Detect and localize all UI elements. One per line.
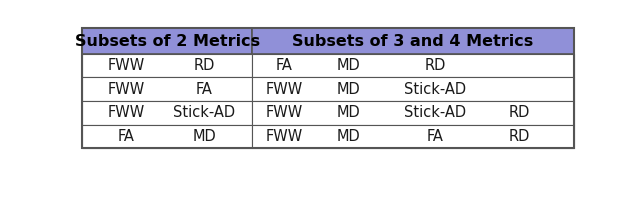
Text: MD: MD [337,105,360,120]
Bar [83,28,573,148]
Text: MD: MD [337,129,360,144]
Text: MD: MD [193,129,216,144]
Bar [83,28,252,54]
Text: FWW: FWW [108,105,145,120]
Text: MD: MD [337,82,360,97]
Text: RD: RD [508,129,529,144]
Bar [83,77,252,101]
Text: MD: MD [337,58,360,73]
Bar [252,101,573,125]
Text: RD: RD [508,105,529,120]
Text: FA: FA [118,129,135,144]
Text: RD: RD [194,58,215,73]
Text: FWW: FWW [266,82,303,97]
Text: Stick-AD: Stick-AD [173,105,236,120]
Bar [252,54,573,77]
Text: Stick-AD: Stick-AD [404,105,467,120]
Text: Subsets of 3 and 4 Metrics: Subsets of 3 and 4 Metrics [292,33,533,49]
Text: FWW: FWW [108,82,145,97]
Bar [252,125,573,148]
Text: FA: FA [427,129,444,144]
Bar [83,101,252,125]
Bar [83,125,252,148]
Text: FWW: FWW [108,58,145,73]
Text: RD: RD [424,58,446,73]
Bar [252,28,573,54]
Text: FWW: FWW [266,105,303,120]
Bar [252,77,573,101]
Text: FA: FA [276,58,292,73]
Text: Stick-AD: Stick-AD [404,82,467,97]
Bar [83,54,252,77]
Text: FWW: FWW [266,129,303,144]
Text: Subsets of 2 Metrics: Subsets of 2 Metrics [75,33,260,49]
Text: FA: FA [196,82,213,97]
